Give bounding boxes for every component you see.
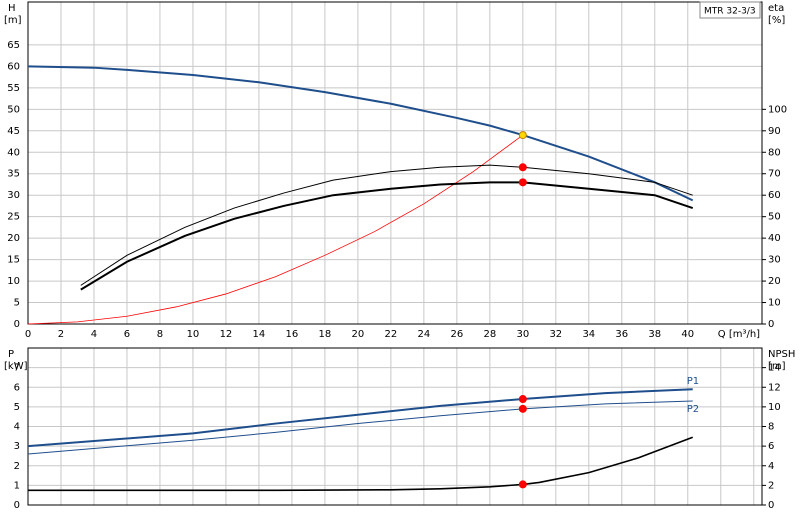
y2-tick-label: 14 xyxy=(768,363,781,374)
plot-frame xyxy=(27,347,763,506)
y-tick-label: 5 xyxy=(14,402,20,413)
y-tick-label: 2 xyxy=(14,461,20,472)
y2-tick-label: 100 xyxy=(768,104,787,115)
y-tick-label: 10 xyxy=(7,276,20,287)
y-tick-label: 0 xyxy=(14,319,20,330)
x-tick-label: 0 xyxy=(25,329,31,340)
operating-point xyxy=(518,163,527,172)
x-tick-label: 34 xyxy=(582,329,595,340)
y-axis-unit: [m] xyxy=(4,15,22,26)
y-tick-label: 20 xyxy=(7,233,20,244)
y2-tick-label: 50 xyxy=(768,212,781,223)
x-tick-label: 22 xyxy=(385,329,398,340)
y2-tick-label: 0 xyxy=(768,319,774,330)
x-tick-label: 38 xyxy=(648,329,661,340)
y2-tick-label: 70 xyxy=(768,169,781,180)
y2-axis-title: eta xyxy=(768,3,784,14)
y-tick-label: 35 xyxy=(7,169,20,180)
curve xyxy=(27,134,524,325)
x-tick-label: 30 xyxy=(516,329,529,340)
y2-axis-unit: [%] xyxy=(768,15,785,26)
plot-frame xyxy=(27,1,763,325)
y-tick-label: 5 xyxy=(14,298,20,309)
y-tick-label: 50 xyxy=(7,104,20,115)
y-tick-label: 7 xyxy=(14,363,20,374)
x-tick-label: 32 xyxy=(549,329,562,340)
operating-point xyxy=(518,395,527,404)
x-tick-label: 36 xyxy=(615,329,628,340)
curve xyxy=(27,400,693,455)
y2-tick-label: 90 xyxy=(768,126,781,137)
operating-point xyxy=(518,480,527,489)
x-tick-label: 16 xyxy=(286,329,299,340)
x-tick-label: 6 xyxy=(124,329,130,340)
operating-point xyxy=(518,178,527,187)
x-tick-label: 28 xyxy=(483,329,496,340)
y-tick-label: 4 xyxy=(14,422,20,433)
y2-tick-label: 10 xyxy=(768,402,781,413)
x-tick-label: 4 xyxy=(91,329,97,340)
y-axis-title: H xyxy=(8,3,16,14)
y-tick-label: 60 xyxy=(7,61,20,72)
y2-tick-label: 80 xyxy=(768,147,781,158)
y2-axis-title: NPSH xyxy=(768,349,795,360)
x-tick-label: 18 xyxy=(319,329,332,340)
y-tick-label: 0 xyxy=(14,500,20,511)
y2-tick-label: 12 xyxy=(768,382,781,393)
y2-axis-unit: [m] xyxy=(768,361,786,372)
y2-tick-label: 20 xyxy=(768,276,781,287)
x-tick-label: 12 xyxy=(220,329,233,340)
y2-tick-label: 30 xyxy=(768,255,781,266)
y-tick-label: 65 xyxy=(7,40,20,51)
x-axis-title: Q [m³/h] xyxy=(718,329,760,340)
y-tick-label: 45 xyxy=(7,126,20,137)
y-tick-label: 40 xyxy=(7,147,20,158)
y-tick-label: 25 xyxy=(7,212,20,223)
curve xyxy=(28,436,694,492)
y2-tick-label: 2 xyxy=(768,480,774,491)
curve xyxy=(80,181,694,291)
y-tick-label: 55 xyxy=(7,83,20,94)
x-tick-label: 26 xyxy=(450,329,463,340)
x-tick-label: 14 xyxy=(253,329,266,340)
y2-tick-label: 0 xyxy=(768,500,774,511)
curve xyxy=(80,164,693,286)
series-label: P1 xyxy=(687,376,699,387)
x-tick-label: 10 xyxy=(187,329,200,340)
y-tick-label: 6 xyxy=(14,382,20,393)
y2-tick-label: 40 xyxy=(768,233,781,244)
x-tick-label: 24 xyxy=(417,329,430,340)
y-tick-label: 3 xyxy=(14,441,20,452)
y2-tick-label: 6 xyxy=(768,441,774,452)
x-tick-label: 8 xyxy=(157,329,163,340)
y-tick-label: 1 xyxy=(14,480,20,491)
y2-tick-label: 60 xyxy=(768,190,781,201)
y2-tick-label: 8 xyxy=(768,422,774,433)
x-tick-label: 40 xyxy=(681,329,694,340)
y-tick-label: 30 xyxy=(7,190,20,201)
y2-tick-label: 10 xyxy=(768,298,781,309)
curve xyxy=(27,388,693,448)
y-tick-label: 15 xyxy=(7,255,20,266)
curve xyxy=(27,65,694,202)
legend-text: MTR 32-3/3 xyxy=(704,7,756,17)
series-label: P2 xyxy=(687,404,699,415)
operating-point xyxy=(518,404,527,413)
legend-box xyxy=(699,1,761,19)
y2-tick-label: 4 xyxy=(768,461,774,472)
y-axis-title: P xyxy=(8,349,14,360)
y-axis-unit: [kW] xyxy=(4,361,28,372)
x-tick-label: 20 xyxy=(352,329,365,340)
operating-point xyxy=(518,131,527,140)
x-tick-label: 2 xyxy=(58,329,64,340)
